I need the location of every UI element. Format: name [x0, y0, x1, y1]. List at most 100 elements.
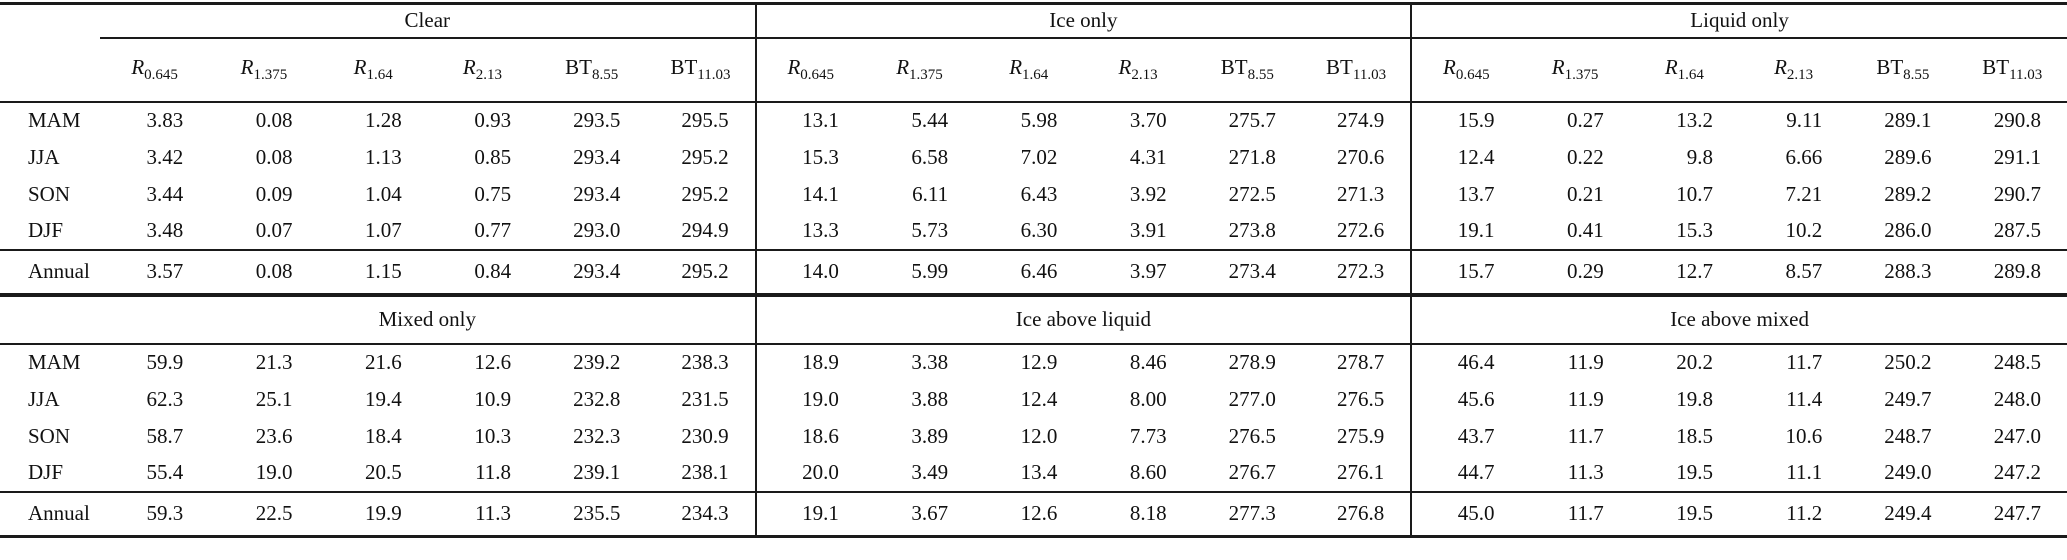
group-title: Ice above mixed — [1411, 294, 2067, 345]
channel-wavelength-subscript: 0.645 — [1455, 67, 1490, 84]
value-cell: 8.00 — [1129, 386, 1167, 411]
channel-symbol: R — [1118, 54, 1132, 79]
value-cell: 293.0 — [573, 218, 621, 242]
value-cell: 62.3 — [146, 386, 184, 411]
value-cell: 13.7 — [1457, 181, 1495, 206]
table-body: Clear Ice only Liquid only R0.645 R1.375 R1.6… — [0, 3, 2067, 537]
row-label: MAM — [28, 350, 81, 374]
value-cell: 10.3 — [474, 423, 512, 448]
value-cell: 295.2 — [646, 248, 757, 297]
value-cell: 289.6 — [1884, 144, 1932, 169]
value-cell: 249.0 — [1884, 460, 1932, 484]
value-cell: 276.5 — [1301, 380, 1413, 418]
value-cell: 15.7 — [1411, 248, 1521, 297]
column-header: R2.13 — [1738, 37, 1849, 103]
value-cell: 0.84 — [427, 248, 538, 297]
value-cell: 1.13 — [365, 144, 402, 169]
value-cell: 3.38 — [911, 350, 949, 374]
value-cell: 19.5 — [1629, 490, 1739, 537]
channel-symbol: R — [896, 54, 910, 79]
table-row: JJA 3.42 0.08 1.13 0.85 293.4 295.2 15.3 6.58 7.0… — [0, 138, 2067, 176]
value-cell: 25.1 — [255, 386, 293, 411]
value-cell: 7.73 — [1129, 423, 1167, 448]
value-cell: 1.04 — [365, 181, 402, 206]
table-row: JJA 62.3 25.1 19.4 10.9 232.8 231.5 19.0 3.88 12.… — [0, 380, 2067, 418]
channel-symbol: R — [787, 54, 801, 79]
value-cell: 5.98 — [1020, 108, 1058, 132]
group-title: Mixed only — [100, 294, 757, 345]
value-cell: 231.5 — [646, 380, 757, 418]
value-cell: 0.85 — [474, 144, 512, 169]
value-cell: 230.9 — [646, 417, 757, 455]
channel-symbol: BT — [670, 54, 698, 79]
value-cell: 291.1 — [1993, 144, 2041, 169]
value-cell: 273.4 — [1192, 248, 1302, 297]
value-cell: 272.5 — [1228, 181, 1276, 206]
value-cell: 8.57 — [1738, 248, 1849, 297]
value-cell: 6.58 — [911, 144, 949, 169]
channel-symbol: R — [240, 54, 254, 79]
value-cell: 14.0 — [755, 248, 865, 297]
channel-wavelength-subscript: 8.55 — [591, 67, 619, 84]
column-header: BT11.03 — [1301, 37, 1413, 103]
channel-wavelength-subscript: 2.13 — [1786, 67, 1814, 84]
value-cell: 3.97 — [1083, 248, 1193, 297]
column-header: R2.13 — [427, 37, 538, 103]
value-cell: 18.9 — [802, 350, 839, 374]
value-cell: 13.4 — [1020, 460, 1058, 484]
value-cell: 275.9 — [1301, 417, 1413, 455]
value-cell: 3.83 — [146, 108, 184, 132]
value-cell: 293.4 — [573, 144, 621, 169]
value-cell: 13.2 — [1676, 108, 1713, 132]
value-cell: 11.1 — [1786, 460, 1823, 484]
value-cell: 3.48 — [146, 218, 184, 242]
value-cell: 290.8 — [1993, 108, 2041, 132]
value-cell: 18.5 — [1676, 423, 1713, 448]
value-cell: 11.4 — [1786, 386, 1823, 411]
value-cell: 3.88 — [911, 386, 949, 411]
channel-symbol: BT — [1982, 54, 2010, 79]
value-cell: 13.1 — [802, 108, 839, 132]
group-title-row: Mixed only Ice above liquid Ice above mixe… — [0, 294, 2067, 345]
value-cell: 273.8 — [1228, 218, 1276, 242]
value-cell: 13.3 — [802, 218, 839, 242]
value-cell: 238.1 — [646, 454, 757, 492]
value-cell: 3.44 — [146, 181, 184, 206]
value-cell: 20.0 — [802, 460, 839, 484]
value-cell: 10.9 — [474, 386, 512, 411]
value-cell: 3.92 — [1129, 181, 1167, 206]
channel-wavelength-subscript: 8.55 — [1247, 67, 1274, 84]
annual-row: Annual 3.57 0.08 1.15 0.84 293.4 295.2 14.0 5.99… — [0, 248, 2067, 297]
value-cell: 0.27 — [1566, 108, 1604, 132]
value-cell: 15.9 — [1457, 108, 1495, 132]
group-title: Ice only — [755, 3, 1413, 39]
value-cell: 12.6 — [974, 490, 1084, 537]
value-cell: 12.4 — [1457, 144, 1495, 169]
value-cell: 19.1 — [1457, 218, 1495, 242]
column-header: BT11.03 — [646, 37, 757, 103]
channel-wavelength-subscript: 1.64 — [366, 67, 393, 84]
row-label: JJA — [28, 386, 60, 411]
channel-symbol: R — [353, 54, 367, 79]
value-cell: 238.3 — [646, 343, 757, 381]
value-cell: 277.3 — [1192, 490, 1302, 537]
value-cell: 0.08 — [255, 108, 293, 132]
channel-symbol: R — [1009, 54, 1023, 79]
value-cell: 232.8 — [573, 386, 621, 411]
channel-symbol: R — [462, 54, 476, 79]
channel-wavelength-subscript: 0.645 — [144, 67, 178, 84]
value-cell: 5.99 — [864, 248, 975, 297]
value-cell: 12.9 — [1020, 350, 1058, 374]
value-cell: 3.91 — [1129, 218, 1167, 242]
value-cell: 248.5 — [1993, 350, 2041, 374]
value-cell: 288.3 — [1848, 248, 1958, 297]
channel-symbol: BT — [1220, 54, 1248, 79]
value-cell: 278.9 — [1228, 350, 1276, 374]
value-cell: 248.0 — [1993, 386, 2041, 411]
value-cell: 14.1 — [802, 181, 839, 206]
row-label: DJF — [28, 460, 64, 484]
channel-wavelength-subscript: 11.03 — [697, 67, 731, 84]
value-cell: 11.9 — [1567, 350, 1604, 374]
value-cell: 45.6 — [1457, 386, 1495, 411]
